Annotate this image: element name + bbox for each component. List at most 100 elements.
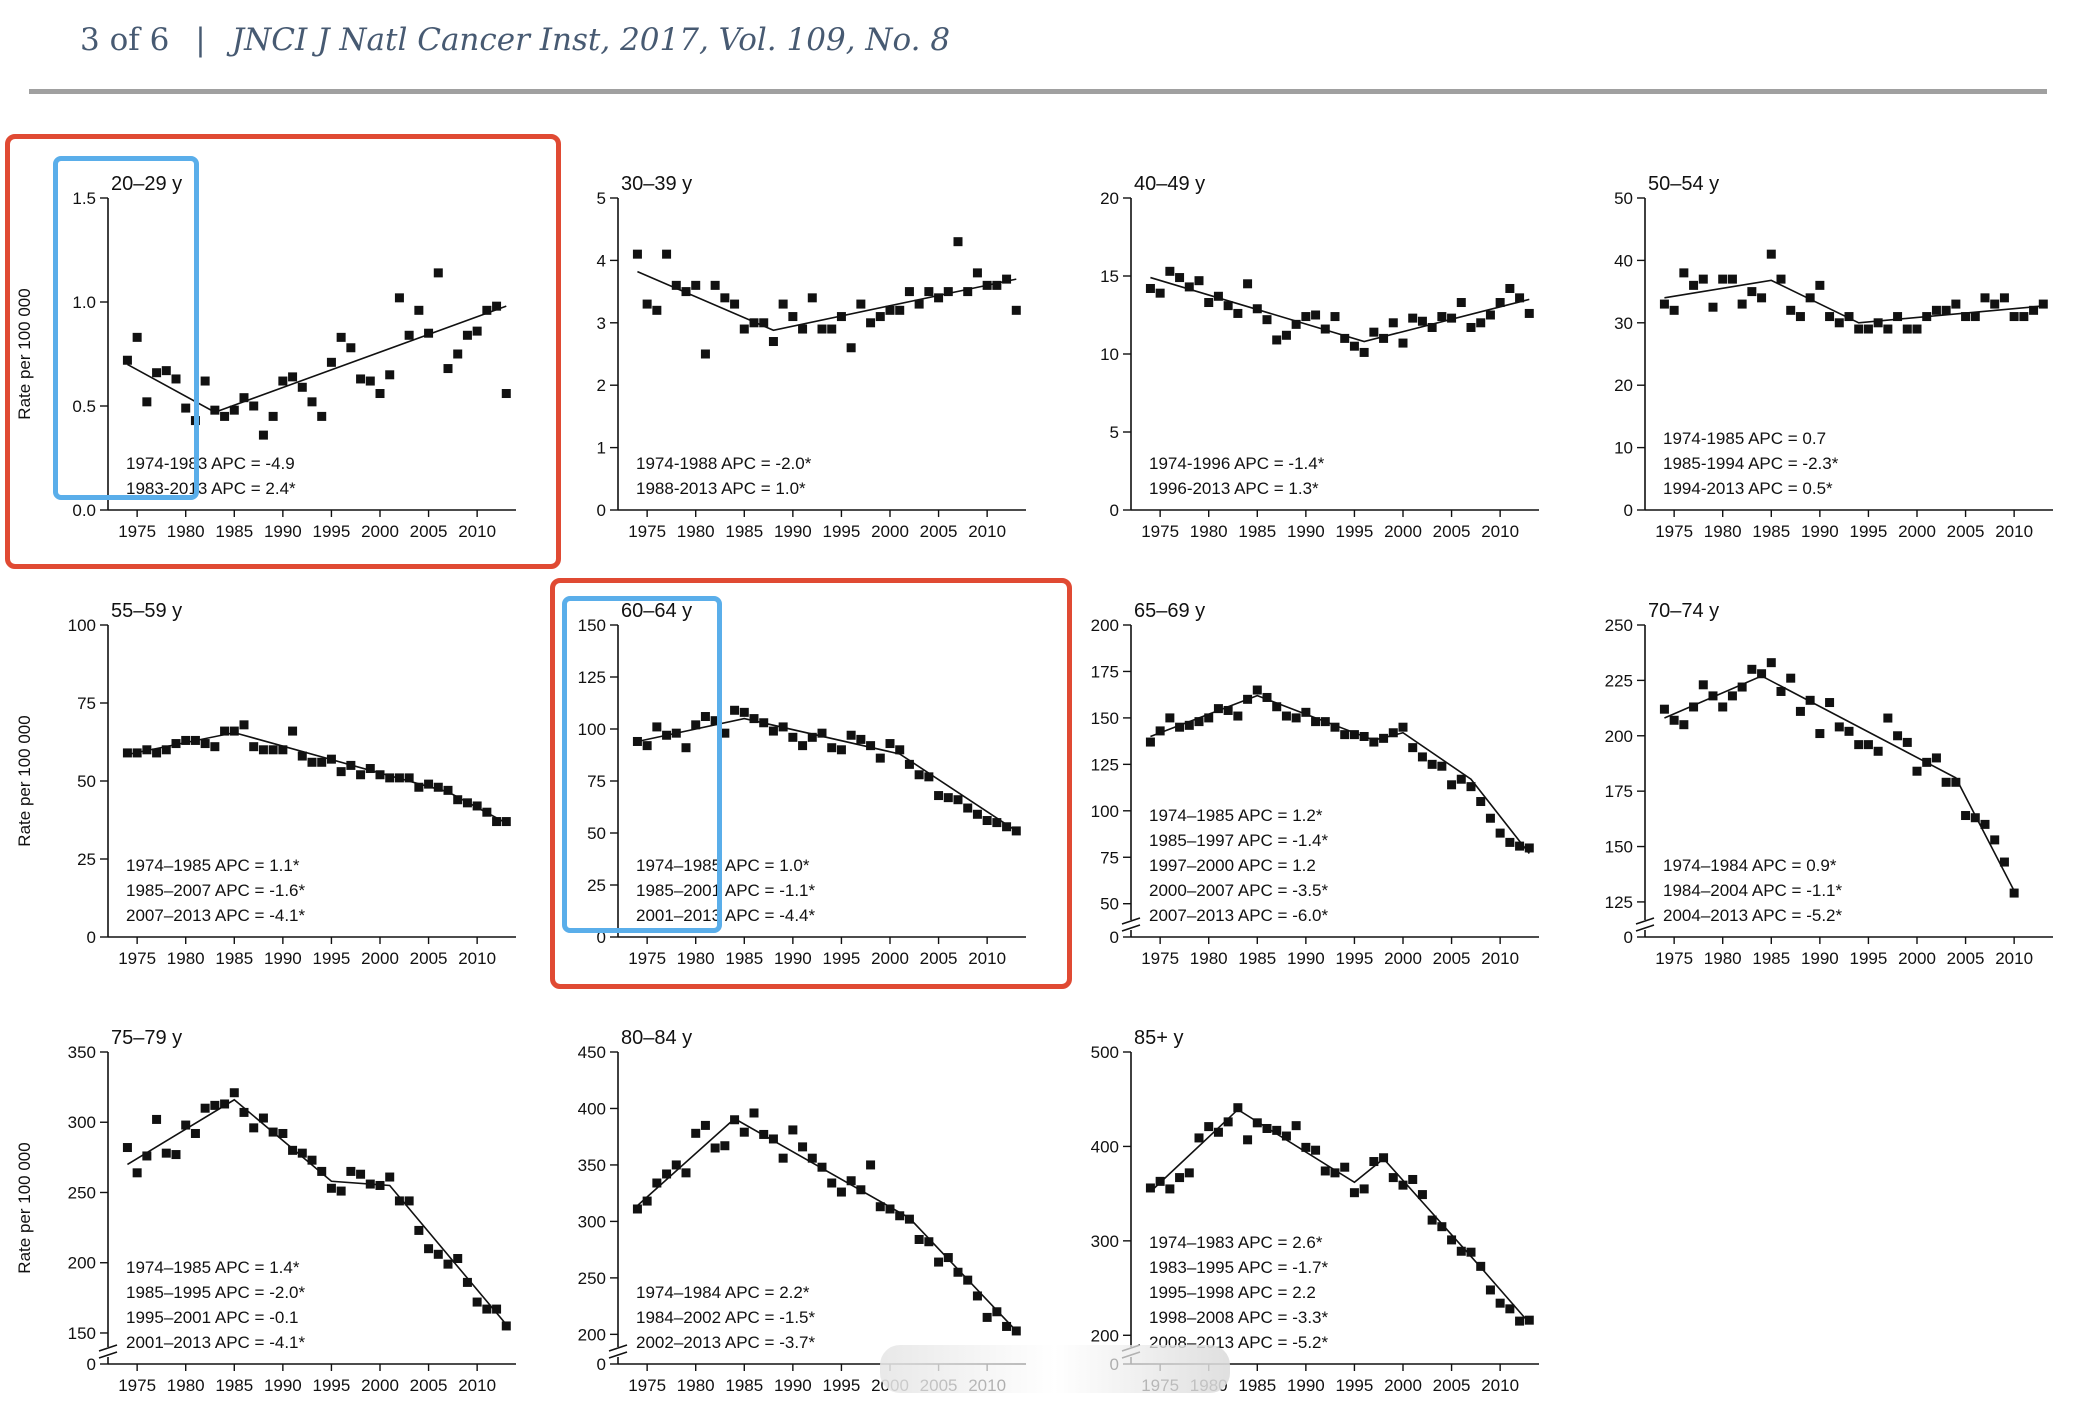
data-point: [671, 1160, 681, 1170]
x-tick-label: 2010: [968, 949, 1006, 968]
data-point: [1233, 1103, 1243, 1113]
data-point: [1155, 726, 1165, 736]
data-point: [1002, 822, 1012, 832]
x-tick-label: 1985: [1238, 1376, 1276, 1395]
y-tick-label: 350: [578, 1156, 606, 1175]
trend-line: [127, 1098, 507, 1326]
chart-panel-60-64: 60–64 y 0 25 50 75 100 125 150 1975 1980 1985 1990 1…: [578, 600, 1026, 968]
data-point: [1320, 717, 1330, 727]
data-point: [365, 376, 375, 386]
data-point: [662, 1169, 672, 1179]
chart-title: 80–84 y: [621, 1027, 692, 1049]
x-tick-label: 2010: [1995, 949, 2033, 968]
y-tick-label: 0: [1624, 501, 1633, 520]
data-point: [1223, 1117, 1233, 1127]
y-tick-label: 4: [597, 251, 606, 270]
x-tick-label: 1980: [677, 1376, 715, 1395]
x-tick-label: 1975: [1655, 949, 1693, 968]
data-point: [691, 1128, 701, 1138]
data-point: [768, 726, 778, 736]
x-tick-label: 2010: [458, 1376, 496, 1395]
x-tick-label: 2010: [458, 522, 496, 541]
data-point: [161, 366, 171, 376]
chart-panel-40-49: 40–49 y 0 5 10 15 20 1975 1980 1985 1990 1995 2000 2…: [1100, 173, 1539, 541]
x-tick-label: 1990: [774, 522, 812, 541]
y-tick-label: 0: [1110, 501, 1119, 520]
data-point: [181, 735, 191, 745]
y-tick-label: 30: [1614, 314, 1633, 333]
x-tick-label: 1980: [167, 522, 205, 541]
journal-citation: JNCI J Natl Cancer Inst, 2017, Vol. 109,…: [231, 22, 951, 58]
data-point: [788, 1125, 798, 1135]
data-point: [1398, 338, 1408, 348]
data-point: [1515, 841, 1525, 851]
data-point: [1922, 312, 1932, 322]
data-point: [1669, 715, 1679, 725]
data-point: [730, 299, 740, 309]
data-point: [152, 748, 162, 758]
apc-annotation: 1994-2013 APC = 0.5*: [1663, 479, 1833, 498]
data-point: [1165, 713, 1175, 723]
data-point: [200, 1103, 210, 1113]
y-tick-label: 0.0: [72, 501, 96, 520]
data-point: [1194, 717, 1204, 727]
y-tick-label: 5: [1110, 423, 1119, 442]
data-point: [768, 1134, 778, 1144]
data-point: [1272, 702, 1282, 712]
y-tick-label: 175: [1091, 662, 1119, 681]
data-point: [1863, 740, 1873, 750]
data-point: [414, 1225, 424, 1235]
data-point: [1456, 1246, 1466, 1256]
data-point: [1524, 308, 1534, 318]
data-point: [1980, 819, 1990, 829]
y-tick-label: 150: [68, 1324, 96, 1343]
data-point: [788, 732, 798, 742]
data-point: [1893, 312, 1903, 322]
data-point: [963, 803, 973, 813]
data-point: [720, 1141, 730, 1151]
x-tick-label: 2000: [361, 1376, 399, 1395]
data-point: [759, 718, 769, 728]
y-tick-label: 150: [1091, 709, 1119, 728]
axis-break-gap: [1637, 920, 1653, 930]
y-axis-label: Rate per 100 000: [15, 288, 34, 419]
x-tick-label: 1995: [313, 522, 351, 541]
data-point: [778, 722, 788, 732]
data-point: [1466, 1247, 1476, 1257]
x-tick-label: 1995: [1336, 949, 1374, 968]
apc-annotation: 1974–1985 APC = 1.2*: [1149, 806, 1323, 825]
data-point: [1854, 324, 1864, 334]
data-point: [924, 772, 934, 782]
data-point: [1679, 720, 1689, 730]
data-point: [1485, 1285, 1495, 1295]
y-tick-label: 200: [578, 1325, 606, 1344]
data-point: [1291, 1121, 1301, 1131]
data-point: [1456, 774, 1466, 784]
data-point: [1204, 298, 1214, 308]
data-point: [982, 1312, 992, 1322]
data-point: [249, 401, 259, 411]
x-tick-label: 1975: [118, 949, 156, 968]
y-tick-label: 250: [578, 1269, 606, 1288]
y-tick-label: 15: [1100, 267, 1119, 286]
x-tick-label: 2000: [1384, 949, 1422, 968]
apc-annotation: 1974-1983 APC = -4.9: [126, 454, 295, 473]
x-tick-label: 1980: [1190, 522, 1228, 541]
data-point: [433, 1249, 443, 1259]
data-point: [798, 324, 808, 334]
data-point: [501, 389, 511, 399]
y-tick-label: 40: [1614, 251, 1633, 270]
data-point: [1834, 318, 1844, 328]
data-point: [210, 1100, 220, 1110]
data-point: [443, 785, 453, 795]
apc-annotation: 2007–2013 APC = -6.0*: [1149, 906, 1328, 925]
data-point: [652, 305, 662, 315]
data-point: [1718, 274, 1728, 284]
data-point: [482, 1304, 492, 1314]
data-point: [1922, 757, 1932, 767]
data-point: [1970, 312, 1980, 322]
data-point: [759, 318, 769, 328]
x-tick-label: 1985: [1238, 522, 1276, 541]
data-point: [1175, 722, 1185, 732]
apc-annotation: 1995–2001 APC = -0.1: [126, 1308, 299, 1327]
